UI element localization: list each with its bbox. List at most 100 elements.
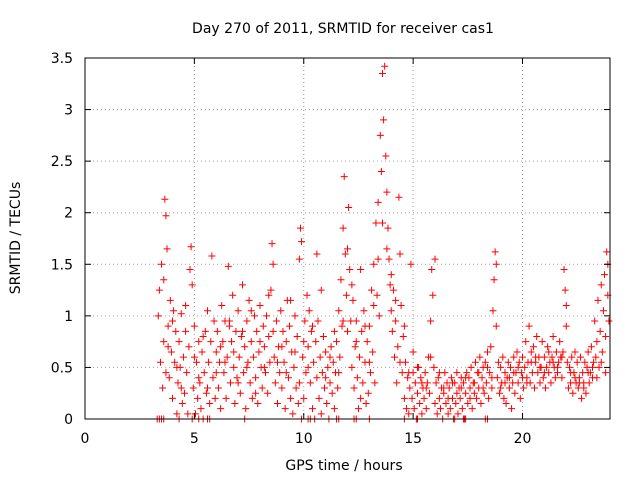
- data-point: [504, 358, 512, 366]
- data-point: [375, 312, 383, 320]
- data-point: [444, 394, 452, 402]
- data-point: [207, 338, 215, 346]
- data-point: [567, 369, 575, 377]
- data-point: [323, 400, 331, 408]
- data-point: [159, 384, 167, 392]
- data-point: [488, 374, 496, 382]
- data-point: [593, 374, 601, 382]
- data-point: [348, 281, 356, 289]
- data-point: [562, 302, 570, 310]
- data-point: [516, 394, 524, 402]
- data-point: [304, 343, 312, 351]
- data-point: [239, 327, 246, 335]
- data-point: [380, 116, 388, 124]
- data-point: [277, 307, 285, 315]
- data-point: [404, 374, 412, 382]
- data-point: [317, 286, 325, 294]
- data-point: [170, 307, 178, 315]
- data-point: [393, 379, 401, 387]
- data-point: [300, 338, 308, 346]
- data-point: [525, 322, 533, 330]
- data-point: [182, 302, 190, 310]
- data-point: [160, 276, 168, 284]
- data-point: [548, 353, 556, 361]
- data-point: [464, 400, 472, 408]
- data-point: [466, 384, 474, 392]
- data-point: [561, 286, 569, 294]
- data-point: [373, 291, 381, 299]
- data-point: [532, 353, 540, 361]
- data-point: [226, 379, 234, 387]
- data-point: [485, 394, 493, 402]
- data-point: [539, 374, 547, 382]
- data-point: [585, 379, 593, 387]
- data-point: [476, 353, 484, 361]
- y-tick-label: 3: [64, 103, 73, 119]
- data-point: [382, 152, 390, 160]
- data-point: [327, 343, 335, 351]
- data-point: [457, 384, 465, 392]
- y-tick-label: 0: [64, 412, 73, 428]
- data-point: [545, 348, 553, 356]
- data-point: [221, 358, 229, 366]
- data-point: [312, 338, 320, 346]
- data-point: [287, 296, 295, 304]
- data-point: [541, 384, 549, 392]
- data-point: [274, 358, 281, 366]
- data-point: [484, 348, 491, 356]
- data-point: [596, 327, 604, 335]
- data-point: [405, 369, 413, 377]
- data-point: [186, 265, 194, 273]
- data-point: [187, 243, 195, 251]
- data-point: [314, 317, 322, 325]
- data-point: [171, 358, 179, 366]
- data-point: [290, 363, 298, 371]
- x-axis-title: GPS time / hours: [285, 458, 402, 474]
- data-point: [508, 405, 516, 413]
- data-point: [358, 327, 366, 335]
- data-point: [479, 384, 487, 392]
- data-point: [172, 327, 180, 335]
- data-point: [513, 348, 521, 356]
- data-point: [206, 400, 214, 408]
- chart-title: Day 270 of 2011, SRMTID for receiver cas…: [192, 21, 494, 37]
- data-point: [251, 312, 259, 320]
- data-point: [304, 363, 312, 371]
- x-tick-label: 15: [404, 431, 422, 447]
- data-point: [477, 400, 485, 408]
- data-point: [181, 389, 189, 397]
- data-point: [300, 394, 308, 402]
- data-point: [189, 384, 197, 392]
- data-point: [564, 384, 572, 392]
- data-point: [330, 327, 338, 335]
- data-point: [338, 322, 346, 330]
- data-point: [440, 384, 448, 392]
- data-point: [514, 363, 522, 371]
- data-points: [153, 62, 613, 423]
- data-point: [486, 369, 494, 377]
- data-point: [190, 322, 198, 330]
- data-point: [253, 327, 261, 335]
- data-point: [217, 343, 225, 351]
- data-point: [470, 389, 478, 397]
- data-point: [254, 400, 262, 408]
- data-point: [370, 260, 378, 268]
- data-point: [536, 379, 544, 387]
- y-tick-label: 0.5: [51, 360, 73, 376]
- data-point: [386, 281, 394, 289]
- data-point: [590, 358, 598, 366]
- data-point: [556, 338, 564, 346]
- data-point: [602, 369, 610, 377]
- data-point: [467, 363, 475, 371]
- data-point: [225, 317, 233, 325]
- data-point: [228, 338, 236, 346]
- data-point: [218, 302, 226, 310]
- data-point: [406, 384, 414, 392]
- data-point: [470, 379, 478, 387]
- data-point: [307, 327, 315, 335]
- data-point: [394, 343, 402, 351]
- data-point: [161, 195, 169, 203]
- data-point: [388, 327, 396, 335]
- data-point: [471, 358, 479, 366]
- data-point: [318, 369, 326, 377]
